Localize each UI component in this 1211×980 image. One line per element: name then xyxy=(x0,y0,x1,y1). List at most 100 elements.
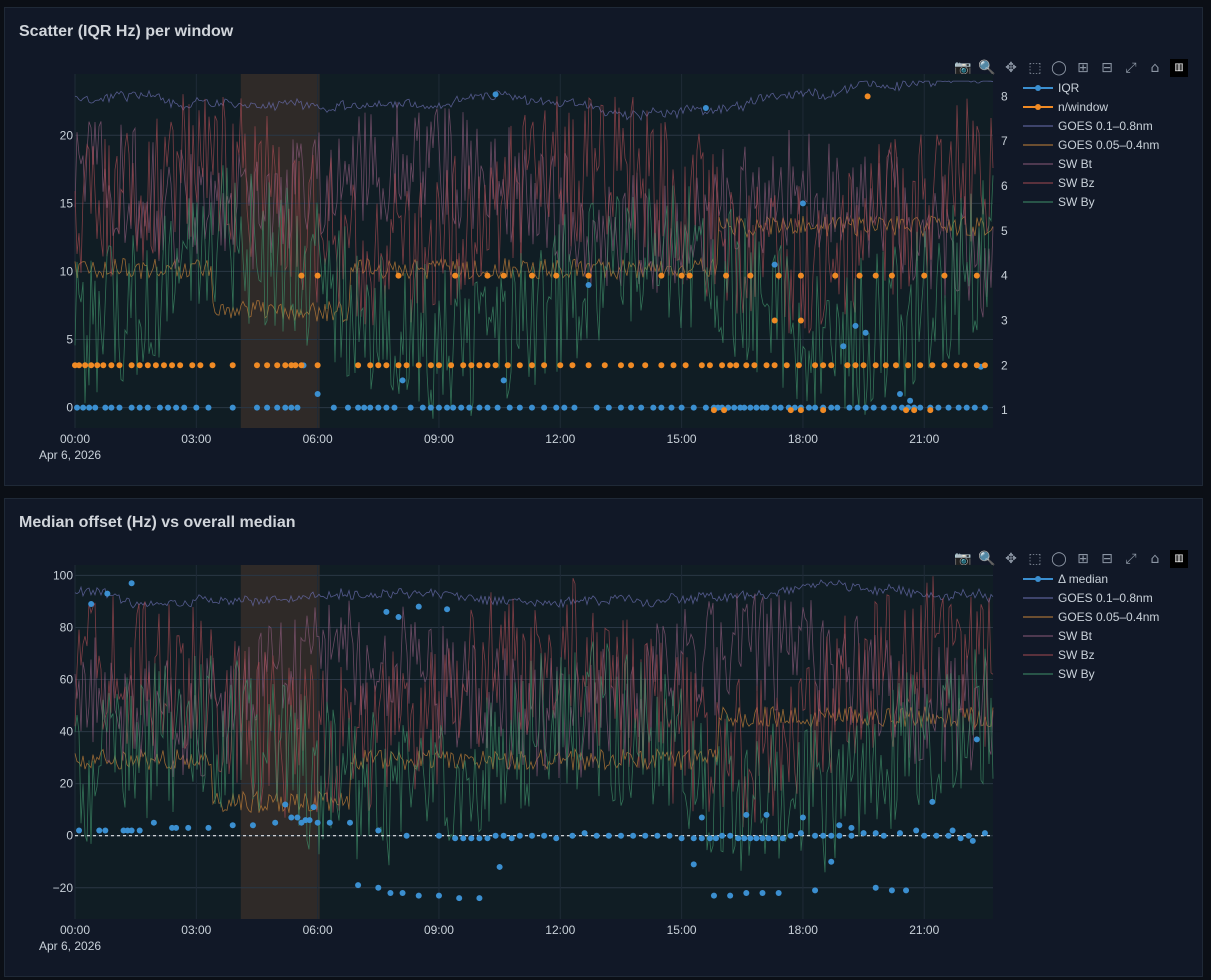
data-point xyxy=(506,404,513,411)
y2-tick-label: 4 xyxy=(1001,269,1008,283)
camera-icon[interactable]: 📷 xyxy=(954,551,972,567)
data-point xyxy=(719,362,726,369)
data-point xyxy=(476,835,483,842)
data-point xyxy=(921,832,928,839)
data-point xyxy=(460,835,467,842)
data-point xyxy=(553,404,560,411)
data-point xyxy=(561,404,568,411)
data-point xyxy=(383,608,390,615)
data-point xyxy=(710,407,717,414)
data-point xyxy=(468,362,475,369)
pan-icon[interactable]: ✥ xyxy=(1005,60,1017,76)
data-point xyxy=(929,798,936,805)
data-point xyxy=(541,362,548,369)
data-point xyxy=(500,832,507,839)
legend-label: SW Bz xyxy=(1058,648,1095,662)
data-point xyxy=(569,362,576,369)
data-point xyxy=(128,827,135,834)
data-point xyxy=(460,362,467,369)
data-point xyxy=(945,832,952,839)
data-point xyxy=(444,404,451,411)
x-date-label: Apr 6, 2026 xyxy=(39,448,101,462)
plotly-logo-icon[interactable]: ▥ xyxy=(1170,550,1188,568)
data-point xyxy=(205,404,212,411)
pan-icon[interactable]: ✥ xyxy=(1005,551,1017,567)
zoom-in-icon[interactable]: ⊞ xyxy=(1077,551,1089,567)
zoom-out-icon[interactable]: ⊟ xyxy=(1101,551,1113,567)
data-point xyxy=(86,404,93,411)
legend-label: SW By xyxy=(1058,195,1095,209)
data-point xyxy=(973,362,980,369)
data-point xyxy=(160,362,167,369)
x-tick-label: 15:00 xyxy=(667,923,697,937)
data-point xyxy=(888,887,895,894)
data-point xyxy=(253,404,260,411)
autoscale-icon[interactable]: ⤢ xyxy=(1125,60,1137,76)
data-point xyxy=(638,404,645,411)
data-point xyxy=(628,404,635,411)
box-select-icon[interactable]: ⬚ xyxy=(1028,60,1042,76)
reset-axes-icon[interactable]: ⌂ xyxy=(1150,60,1160,76)
y2-tick-label: 2 xyxy=(1001,358,1008,372)
goes-long-trace xyxy=(74,80,994,122)
data-point xyxy=(642,362,649,369)
box-select-icon[interactable]: ⬚ xyxy=(1028,551,1042,567)
data-point xyxy=(156,404,163,411)
data-point xyxy=(799,814,806,821)
data-point xyxy=(391,404,398,411)
data-point xyxy=(314,362,321,369)
camera-icon[interactable]: 📷 xyxy=(954,60,972,76)
lasso-icon[interactable]: ◯ xyxy=(1051,551,1067,567)
data-point xyxy=(306,817,313,824)
data-point xyxy=(496,863,503,870)
data-point xyxy=(76,827,83,834)
data-point xyxy=(528,362,535,369)
data-point xyxy=(727,832,734,839)
legend-label: SW Bt xyxy=(1058,157,1093,171)
data-point xyxy=(668,404,675,411)
data-point xyxy=(419,404,426,411)
data-point xyxy=(601,362,608,369)
data-point xyxy=(450,404,457,411)
data-point xyxy=(116,362,123,369)
sw-bz-trace xyxy=(74,94,994,334)
data-point xyxy=(144,404,151,411)
data-point xyxy=(892,362,899,369)
data-point xyxy=(96,827,103,834)
zoom-icon[interactable]: 🔍 xyxy=(978,551,996,567)
data-point xyxy=(310,804,317,811)
data-point xyxy=(905,362,912,369)
data-point xyxy=(298,362,305,369)
zoom-out-icon[interactable]: ⊟ xyxy=(1101,60,1113,76)
data-point xyxy=(690,835,697,842)
data-point xyxy=(484,362,491,369)
zoom-icon[interactable]: 🔍 xyxy=(978,60,996,76)
data-point xyxy=(189,362,196,369)
data-point xyxy=(456,895,463,902)
data-point xyxy=(484,272,491,279)
data-point xyxy=(890,404,897,411)
data-point xyxy=(971,404,978,411)
reset-axes-icon[interactable]: ⌂ xyxy=(1150,551,1160,567)
y-tick-label: 40 xyxy=(60,725,74,739)
data-point xyxy=(314,819,321,826)
data-point xyxy=(981,404,988,411)
data-point xyxy=(666,832,673,839)
data-point xyxy=(820,832,827,839)
median-offset-chart[interactable]: −20 0 20 40 60 80 100 00:00 03:00 06:00 09:00 12:00… xyxy=(5,499,1204,978)
data-point xyxy=(152,362,159,369)
data-point xyxy=(686,272,693,279)
data-point xyxy=(765,835,772,842)
data-point xyxy=(862,404,869,411)
zoom-in-icon[interactable]: ⊞ xyxy=(1077,60,1089,76)
data-point xyxy=(654,832,661,839)
y-tick-label: 100 xyxy=(53,568,73,582)
sw-by-trace xyxy=(74,641,994,873)
autoscale-icon[interactable]: ⤢ xyxy=(1125,551,1137,567)
lasso-icon[interactable]: ◯ xyxy=(1051,60,1067,76)
x-tick-label: 18:00 xyxy=(788,923,818,937)
plotly-logo-icon[interactable]: ▥ xyxy=(1170,59,1188,77)
data-point xyxy=(872,884,879,891)
data-point xyxy=(435,362,442,369)
